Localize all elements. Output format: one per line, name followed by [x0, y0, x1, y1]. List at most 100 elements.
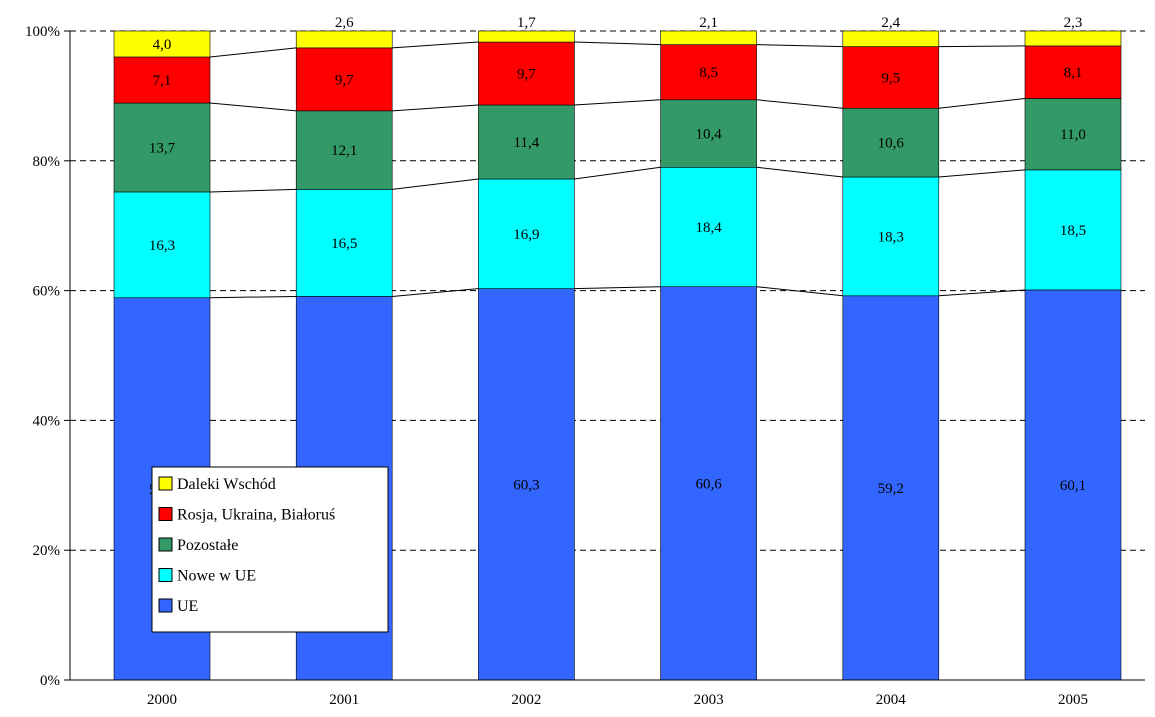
series-connector-lines — [209, 41, 1026, 299]
legend: Daleki Wschód Rosja, Ukraina, Białoruś Poz… — [151, 466, 389, 633]
bar-segment-pozosta-e — [1024, 98, 1122, 171]
data-label: 18,4 — [695, 220, 722, 236]
y-tick-label: 0% — [40, 673, 60, 689]
data-label: 2,3 — [1064, 15, 1083, 31]
bar-segment-pozosta-e — [660, 99, 757, 168]
legend-label: Daleki Wschód — [177, 476, 276, 493]
bar-segment-daleki-wsch-d — [478, 30, 575, 43]
bar-segment-pozosta-e — [113, 102, 211, 193]
bar-segment-ue — [1024, 289, 1122, 681]
bar-segment-nowe-w-ue — [295, 189, 393, 297]
data-label: 59,2 — [878, 481, 904, 497]
data-label: 9,5 — [881, 70, 900, 86]
bar-segment-nowe-w-ue — [113, 191, 211, 299]
bar-segment-daleki-wsch-d — [842, 30, 940, 47]
series-connector — [938, 45, 1026, 48]
series-connector — [938, 289, 1026, 297]
data-labels: 58,916,313,77,14,059,116,512,19,72,660,3… — [149, 15, 1086, 498]
data-label: 4,0 — [153, 37, 172, 53]
data-label: 11,0 — [1060, 127, 1086, 143]
bar-segment-rosja-ukraina-bia-oru- — [478, 41, 575, 106]
data-label: 2,1 — [699, 15, 718, 31]
x-tick-label: 2004 — [876, 692, 907, 708]
data-label: 12,1 — [331, 143, 357, 159]
bar-segment-pozosta-e — [842, 107, 940, 178]
legend-swatch — [158, 537, 173, 552]
bar-segment-ue — [478, 288, 575, 681]
data-label: 60,1 — [1060, 478, 1086, 494]
y-tick-label: 40% — [33, 413, 61, 429]
data-label: 16,9 — [513, 227, 539, 243]
bar-segment-rosja-ukraina-bia-oru- — [842, 46, 940, 109]
gridlines — [70, 30, 1145, 551]
x-tick-label: 2005 — [1058, 692, 1088, 708]
legend-swatch — [158, 507, 173, 521]
series-connector — [938, 97, 1026, 109]
legend-label: Rosja, Ukraina, Białoruś — [177, 507, 335, 524]
bar-segment-daleki-wsch-d — [660, 30, 757, 45]
data-label: 60,3 — [513, 477, 539, 493]
series-connector — [756, 99, 843, 109]
data-label: 13,7 — [149, 140, 176, 156]
series-connector — [392, 104, 479, 112]
bar-segment-rosja-ukraina-bia-oru- — [113, 56, 211, 104]
legend-label: UE — [177, 598, 198, 615]
series-connector — [938, 169, 1026, 178]
x-tick-label: 2003 — [694, 692, 724, 708]
bar-segment-daleki-wsch-d — [1024, 30, 1122, 47]
legend-swatch — [158, 598, 173, 613]
data-label: 2,6 — [335, 15, 354, 31]
bar-segment-rosja-ukraina-bia-oru- — [660, 44, 757, 101]
data-label: 1,7 — [517, 15, 536, 31]
legend-box — [151, 466, 389, 633]
data-label: 8,1 — [1064, 65, 1083, 81]
bar-segment-daleki-wsch-d — [113, 30, 211, 58]
data-label: 18,3 — [878, 229, 904, 245]
data-label: 9,7 — [517, 67, 536, 83]
data-label: 16,3 — [149, 238, 175, 254]
legend-label: Pozostałe — [177, 537, 238, 554]
data-label: 9,7 — [335, 72, 354, 88]
series-connector — [756, 286, 843, 297]
series-connector — [392, 288, 479, 297]
series-connector — [574, 166, 661, 180]
data-label: 10,6 — [878, 136, 905, 152]
bar-segment-ue — [660, 286, 757, 681]
series-connector — [209, 47, 297, 58]
bar-segment-nowe-w-ue — [478, 178, 575, 289]
legend-label: Nowe w UE — [177, 568, 256, 585]
data-label: 2,4 — [881, 15, 900, 31]
series-connector — [392, 178, 479, 190]
bar-segment-nowe-w-ue — [842, 176, 940, 297]
data-label: 16,5 — [331, 236, 357, 252]
bar-segment-daleki-wsch-d — [295, 30, 393, 49]
series-connector — [574, 41, 661, 46]
data-label: 60,6 — [695, 476, 722, 492]
series-connector — [756, 166, 843, 178]
series-connector — [574, 99, 661, 106]
bar-segment-nowe-w-ue — [1024, 169, 1122, 291]
y-tick-label: 100% — [25, 24, 60, 40]
series-connector — [574, 286, 661, 290]
y-tick-label: 80% — [33, 154, 61, 170]
bar-segment-nowe-w-ue — [660, 166, 757, 288]
data-label: 10,4 — [695, 127, 722, 143]
x-tick-label: 2001 — [329, 692, 359, 708]
series-connector — [209, 188, 297, 193]
series-connector — [392, 41, 479, 49]
y-tick-label: 60% — [33, 284, 61, 300]
legend-swatch — [158, 476, 173, 491]
data-label: 7,1 — [153, 73, 172, 89]
series-connector — [209, 295, 297, 299]
y-tick-label: 20% — [33, 543, 61, 559]
legend-swatch — [158, 568, 173, 582]
data-label: 18,5 — [1060, 223, 1086, 239]
x-tick-label: 2000 — [147, 692, 177, 708]
series-connector — [209, 102, 297, 112]
bar-segment-rosja-ukraina-bia-oru- — [1024, 45, 1122, 99]
bar-segment-pozosta-e — [295, 110, 393, 190]
axes: 0% 20% 40% 60% 80% 100% 2000 2001 2002 2003 2004 20… — [25, 24, 1145, 708]
bar-segment-pozosta-e — [478, 104, 575, 180]
x-tick-label: 2002 — [511, 692, 541, 708]
